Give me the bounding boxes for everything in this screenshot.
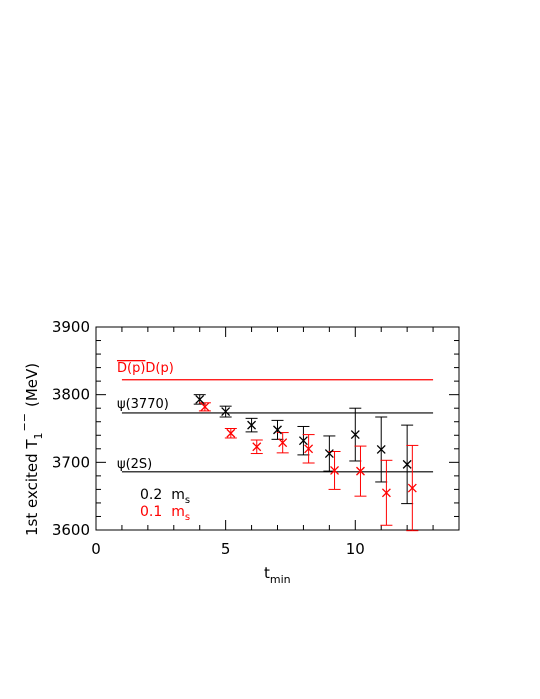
y-tick-label: 3800 <box>52 386 90 404</box>
ref-label-ddbar-overlined: D(p) <box>117 361 145 376</box>
legend-entry-0-2-value: 0.2 <box>140 487 162 503</box>
data-point-series-1 <box>407 483 417 493</box>
x-tick-label: 10 <box>346 540 365 558</box>
y-tick-label: 3600 <box>52 521 90 539</box>
data-point-series-1 <box>226 428 236 438</box>
data-points <box>195 394 417 498</box>
data-point-series-0 <box>273 425 282 435</box>
data-point-series-0 <box>350 430 360 440</box>
data-point-series-1 <box>200 402 210 412</box>
legend-entry-0-1-value: 0.1 <box>140 504 162 520</box>
legend-entry-0-1-unit: m <box>171 504 185 520</box>
data-point-series-1 <box>356 466 365 476</box>
y-tick-label: 3700 <box>52 453 90 471</box>
x-tick-label: 5 <box>221 540 231 558</box>
data-point-series-0 <box>298 436 308 446</box>
legend-entry-0-1-ms: 0.1 ms <box>140 504 190 523</box>
y-tick-label: 3900 <box>52 318 90 336</box>
ref-label-ddbar: D(p)D(p) <box>117 361 174 376</box>
data-point-series-0 <box>402 459 412 469</box>
data-point-series-0 <box>221 407 231 417</box>
y-axis-label-main: 1st excited T <box>23 439 41 536</box>
axis-ticks <box>95 326 460 531</box>
legend: 0.2 ms 0.1 ms <box>140 487 190 523</box>
data-point-series-0 <box>195 394 205 404</box>
y-axis-label-sup: −− <box>18 413 31 431</box>
data-point-series-1 <box>252 442 262 452</box>
legend-entry-0-1-sub: s <box>185 512 190 523</box>
x-tick-label: 0 <box>91 540 101 558</box>
legend-entry-0-2-ms: 0.2 ms <box>140 487 190 506</box>
y-axis-label-sub: 1 <box>32 432 45 439</box>
data-point-series-1 <box>278 438 288 448</box>
ref-label-psi2s: ψ(2S) <box>117 457 152 472</box>
data-point-series-0 <box>324 449 334 458</box>
x-axis-label-sub: min <box>270 573 291 586</box>
tick-labels: 0 5 10 3600 3700 3800 3900 <box>52 318 365 558</box>
data-point-series-1 <box>330 465 340 475</box>
ref-label-psi3770: ψ(3770) <box>117 397 169 412</box>
y-axis-label-unit: (MeV) <box>23 363 41 407</box>
data-point-series-1 <box>381 488 391 498</box>
x-axis-label-main: t <box>264 564 270 582</box>
legend-entry-0-2-sub: s <box>185 495 190 506</box>
legend-entry-0-2-unit: m <box>171 487 185 503</box>
data-point-series-0 <box>247 420 257 430</box>
x-axis-label: tmin <box>264 564 291 586</box>
error-bars <box>193 394 419 532</box>
y-axis-label: 1st excited T1−− (MeV) <box>18 363 45 536</box>
data-point-series-1 <box>304 444 314 454</box>
data-point-series-0 <box>376 445 386 454</box>
ref-label-ddbar-rest: D(p) <box>145 361 173 376</box>
